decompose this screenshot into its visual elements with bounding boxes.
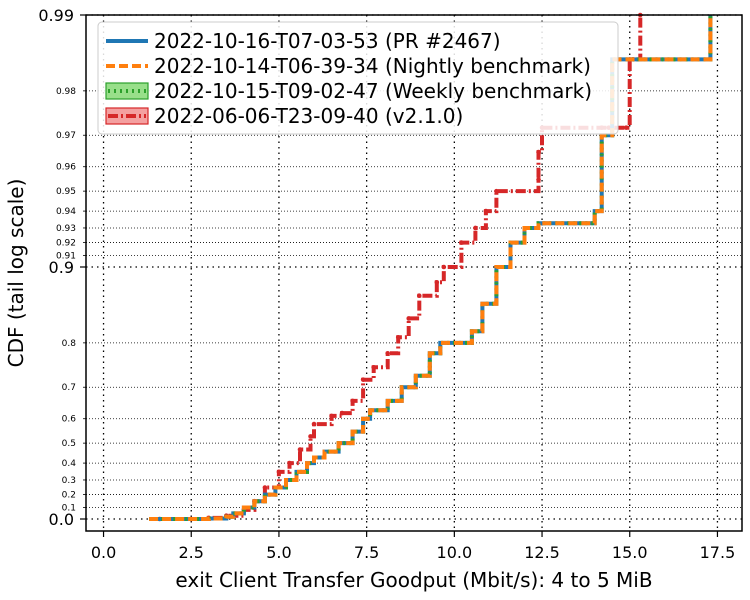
y-minor-tick-label: 0.3 (62, 476, 76, 486)
y-minor-tick-label: 0.4 (62, 459, 77, 469)
y-minor-tick-label: 0.92 (56, 239, 76, 249)
y-major-tick-label: 0.99 (38, 6, 74, 25)
y-minor-tick-label: 0.95 (56, 187, 76, 197)
series-point-4 (459, 240, 464, 245)
series-point-4 (623, 125, 629, 130)
y-minor-tick-label: 0.93 (56, 224, 76, 234)
legend-entry: 2022-10-15-T09-02-47 (Weekly benchmark) (154, 79, 592, 103)
series-point-4 (339, 410, 345, 416)
series-line-2 (149, 15, 713, 521)
y-major-tick-label: 0.9 (49, 258, 74, 277)
y-minor-tick-label: 0.7 (62, 383, 76, 393)
y-minor-tick-label: 0.5 (62, 439, 76, 449)
series-point-4 (311, 421, 317, 427)
series-point-4 (350, 398, 355, 404)
series-point-4 (441, 264, 447, 270)
series-point-4 (329, 413, 334, 419)
x-tick-label: 15.0 (612, 543, 648, 562)
series-point-4 (434, 279, 440, 285)
series-point-4 (385, 350, 390, 356)
series-point-4 (371, 364, 376, 370)
y-axis-ticks: 0.0 0.9 0.99 0.1 0.2 0.3 0.4 0.5 0.6 0.7 0.8 0.91 0.… (38, 6, 86, 529)
y-minor-tick-label: 0.91 (56, 251, 76, 261)
series-point-4 (536, 149, 541, 155)
x-tick-label: 5.0 (266, 543, 291, 562)
y-minor-tick-label: 0.1 (62, 503, 76, 513)
y-major-tick-label: 0.0 (49, 510, 74, 529)
legend-entry: 2022-06-06-T23-09-40 (v2.1.0) (154, 104, 463, 128)
axes-frame (85, 14, 743, 532)
y-axis-label: CDF (tail log scale) (4, 179, 28, 368)
series-point-4 (287, 460, 292, 466)
series-lines (149, 12, 713, 522)
legend-entry: 2022-10-16-T07-03-53 (PR #2467) (154, 29, 501, 53)
legend-entry: 2022-10-14-T06-39-34 (Nightly benchmark) (154, 54, 591, 78)
series-point-4 (308, 434, 313, 439)
x-tick-label: 7.5 (354, 543, 379, 562)
y-minor-tick-label: 0.8 (62, 339, 77, 349)
x-tick-label: 10.0 (437, 543, 473, 562)
x-axis-label: exit Client Transfer Goodput (Mbit/s): 4… (175, 568, 652, 592)
legend-box (97, 21, 619, 135)
grid (86, 14, 742, 531)
x-tick-label: 17.5 (700, 543, 736, 562)
y-minor-tick-label: 0.6 (62, 415, 77, 425)
series-point-4 (406, 316, 412, 321)
series-point-4 (536, 177, 541, 182)
y-minor-tick-label: 0.2 (62, 491, 76, 501)
y-minor-tick-label: 0.97 (56, 131, 76, 141)
series-point-4 (276, 469, 282, 475)
y-minor-tick-label: 0.94 (56, 207, 76, 217)
series-point-4 (494, 188, 499, 194)
legend: 2022-10-16-T07-03-53 (PR #2467)2022-10-1… (97, 21, 619, 135)
x-tick-label: 12.5 (524, 543, 560, 562)
x-tick-label: 2.5 (179, 543, 204, 562)
series-point-4 (395, 334, 401, 340)
series-point-4 (473, 225, 478, 231)
series-line-4 (159, 15, 643, 521)
y-minor-tick-label: 0.96 (56, 163, 76, 173)
series-point-4 (416, 293, 422, 299)
x-axis-ticks: 0.0 2.5 5.0 7.5 10.0 12.5 15.0 17.5 (91, 531, 735, 562)
series-point-4 (360, 377, 366, 382)
series-point-4 (262, 485, 268, 490)
series-point-4 (297, 447, 303, 452)
x-tick-label: 0.0 (91, 543, 116, 562)
series-point-4 (483, 208, 489, 214)
y-minor-tick-label: 0.98 (56, 87, 76, 97)
